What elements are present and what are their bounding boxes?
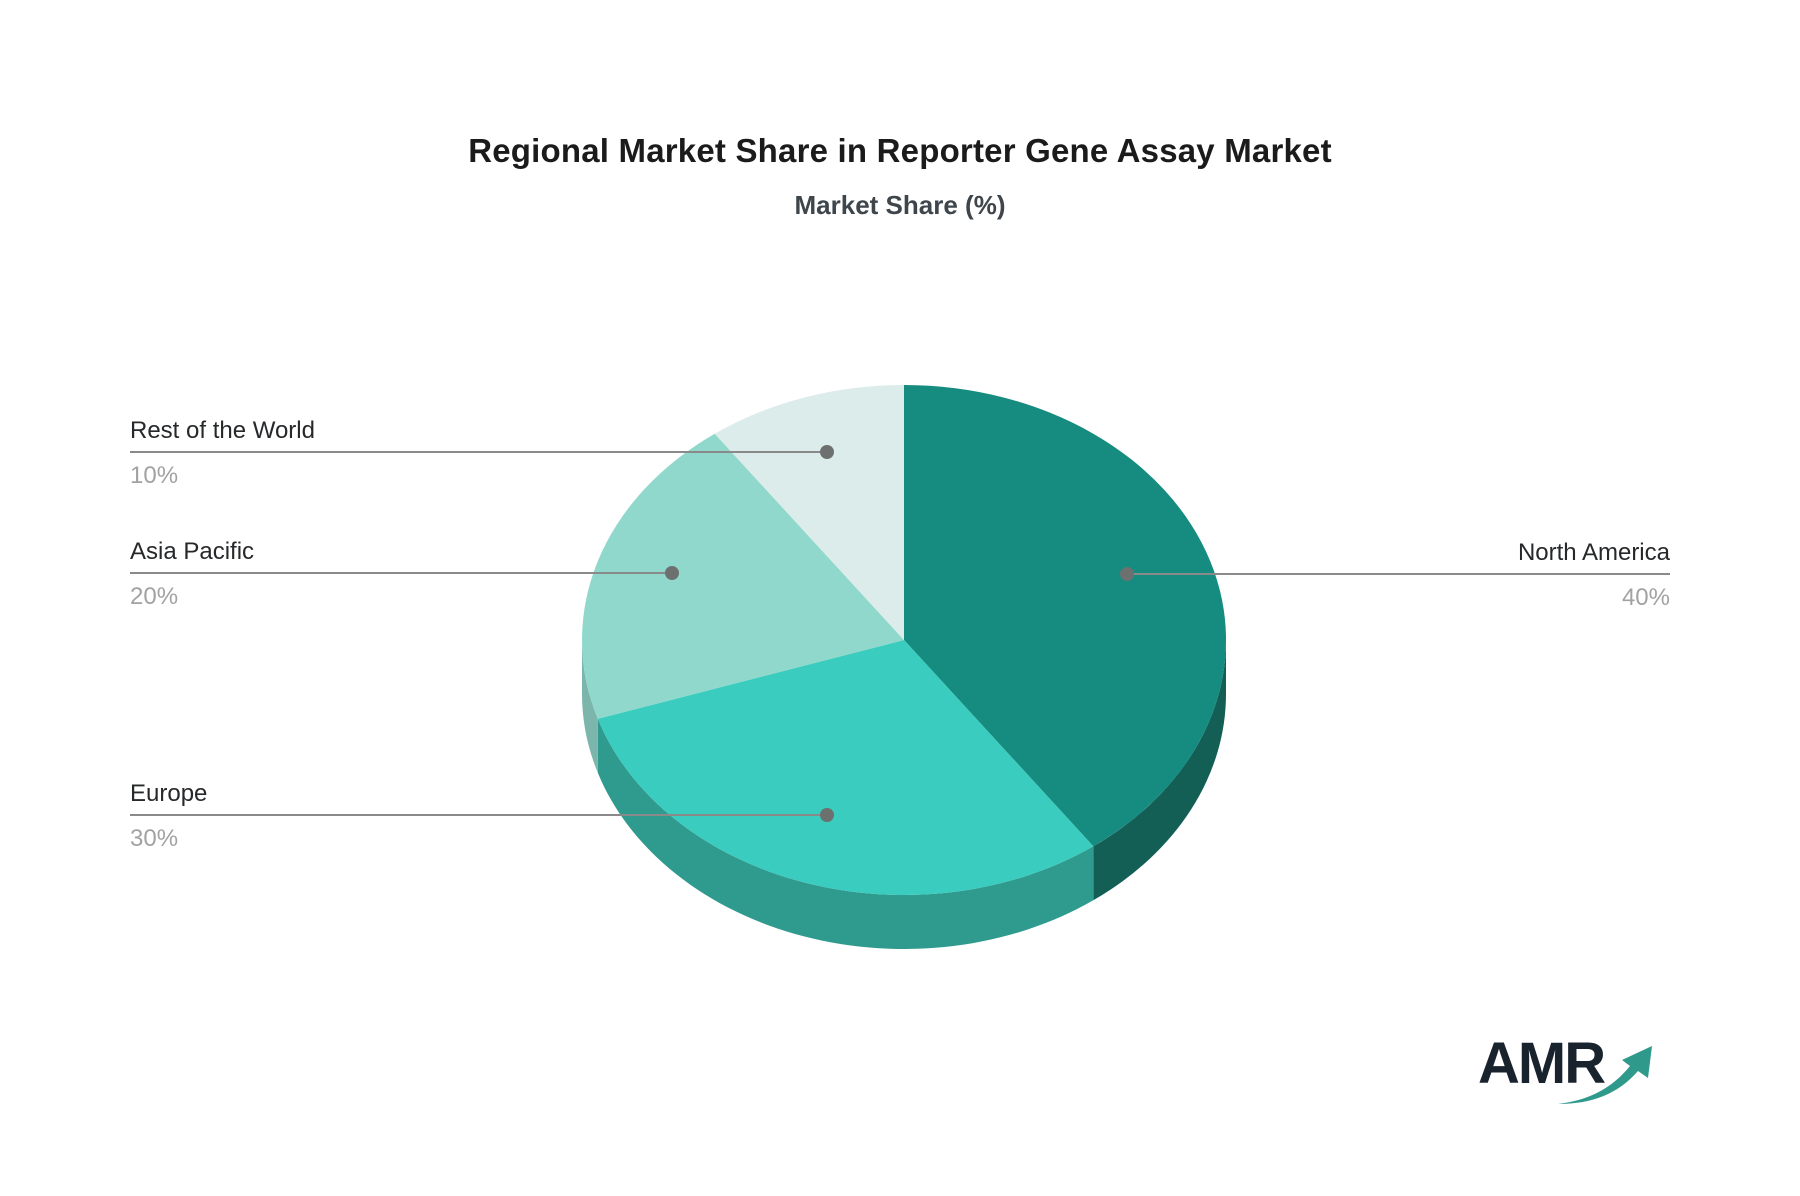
leader-dot-north-america [1120, 567, 1134, 581]
leader-dot-rest-of-the-world [820, 445, 834, 459]
leader-dot-asia-pacific [665, 566, 679, 580]
pie-slice-side-europe [597, 718, 1094, 949]
slice-label-asia-pacific: Asia Pacific [130, 538, 255, 565]
pie-slice-rest-of-the-world[interactable] [714, 385, 904, 640]
slice-pct-asia-pacific: 20% [130, 583, 179, 610]
slice-label-europe: Europe [130, 780, 208, 807]
pie-slice-side-asia-pacific [582, 640, 598, 773]
slice-label-rest-of-the-world: Rest of the World [130, 417, 315, 444]
amr-logo: AMR [1478, 1032, 1698, 1112]
pie-slice-asia-pacific[interactable] [582, 433, 904, 719]
pie-slice-side-north-america [1093, 640, 1227, 901]
leader-dot-europe [820, 808, 834, 822]
slice-label-north-america: North America [1517, 539, 1670, 566]
chart-title: Regional Market Share in Reporter Gene A… [468, 132, 1332, 169]
slice-pct-rest-of-the-world: 10% [130, 462, 179, 489]
amr-logo-arrow-icon [1558, 1046, 1652, 1104]
pie-slice-europe[interactable] [597, 640, 1094, 895]
slice-pct-north-america: 40% [1621, 584, 1670, 611]
slice-pct-europe: 30% [130, 825, 179, 852]
chart-subtitle: Market Share (%) [794, 190, 1006, 220]
amr-logo-text: AMR [1478, 1031, 1606, 1096]
pie-slice-north-america[interactable] [904, 384, 1227, 847]
